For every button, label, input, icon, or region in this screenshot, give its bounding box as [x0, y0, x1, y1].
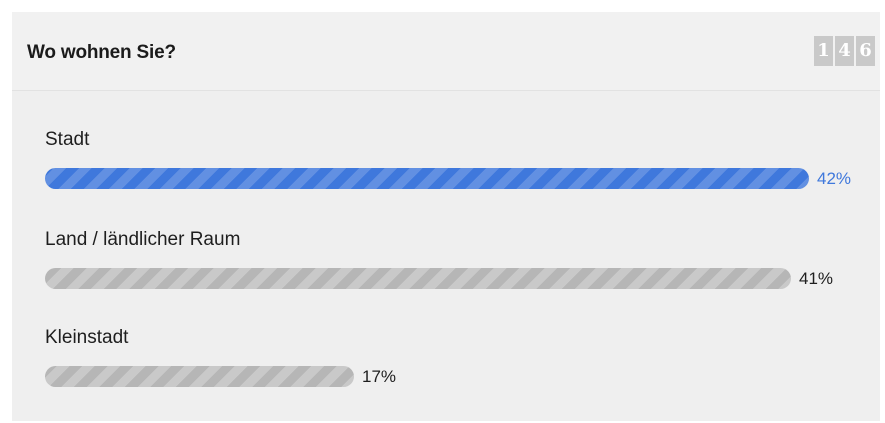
- option-label: Stadt: [45, 129, 90, 150]
- result-bar-track: 17%: [45, 366, 809, 387]
- vote-counter: 1 4 6: [814, 36, 875, 66]
- result-bar-track: 42%: [45, 168, 851, 189]
- percent-label: 41%: [799, 269, 834, 288]
- percent-label: 42%: [817, 169, 852, 188]
- result-bar-track: 41%: [45, 268, 833, 289]
- result-bar-fill: [45, 168, 809, 189]
- result-bar-fill: [45, 366, 354, 387]
- percent-label: 17%: [362, 367, 397, 386]
- poll-question: Wo wohnen Sie?: [27, 42, 176, 63]
- poll-option-land: Land / ländlicher Raum 41%: [12, 229, 880, 299]
- vote-counter-digit: 4: [835, 36, 854, 66]
- vote-counter-digit: 1: [814, 36, 833, 66]
- vote-counter-digit: 6: [856, 36, 875, 66]
- option-label: Kleinstadt: [45, 327, 129, 348]
- poll-option-kleinstadt: Kleinstadt 17%: [12, 327, 880, 397]
- poll-option-stadt: Stadt 42%: [12, 129, 880, 199]
- poll-header: Wo wohnen Sie? 1 4 6: [12, 12, 880, 91]
- poll-card: Wo wohnen Sie? 1 4 6 Stadt 42% Land / lä…: [12, 12, 880, 421]
- option-label: Land / ländlicher Raum: [45, 229, 241, 250]
- result-bar-fill: [45, 268, 791, 289]
